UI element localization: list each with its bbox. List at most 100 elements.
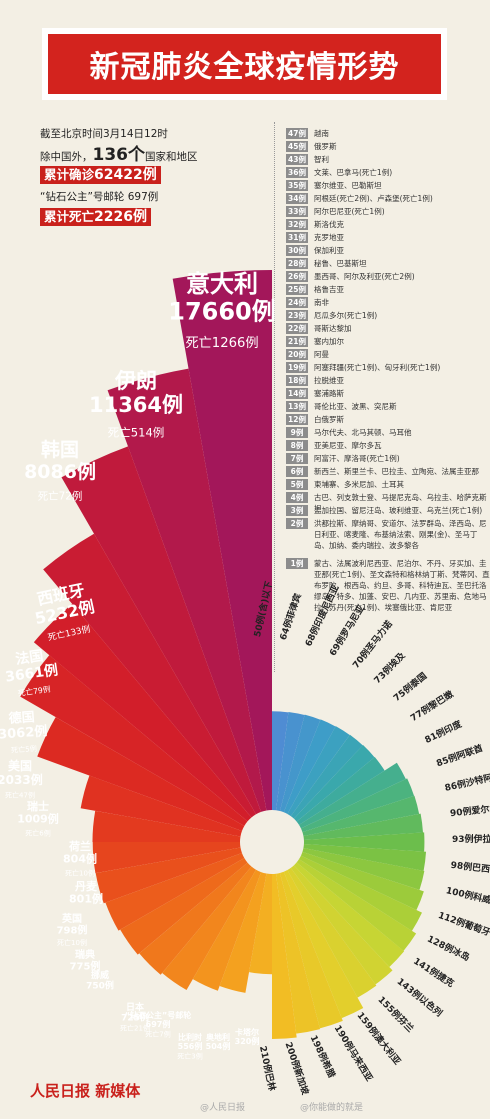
table-row-count: 36例 bbox=[286, 167, 308, 178]
bar-label-text: 死亡5例 bbox=[11, 744, 38, 755]
table-row-count: 31例 bbox=[286, 232, 308, 243]
bar-奥地利 bbox=[219, 872, 267, 993]
table-divider bbox=[274, 122, 285, 672]
bar-法国 bbox=[33, 603, 252, 822]
table-row-countries: 南非 bbox=[314, 298, 329, 307]
deaths-label: 累计死亡 bbox=[44, 209, 95, 224]
bar-label-text: 美国 bbox=[8, 758, 32, 773]
table-row: 12例 白俄罗斯 bbox=[286, 413, 490, 426]
confirmed-label: 累计确诊 bbox=[44, 167, 95, 182]
table-row-count: 6例 bbox=[286, 466, 308, 477]
bar-label-text: 697例 bbox=[146, 1019, 171, 1029]
table-row-count: 8例 bbox=[286, 440, 308, 451]
right-bar-label: 90例爱尔兰 bbox=[449, 802, 490, 819]
bar-right-0 bbox=[272, 873, 297, 1039]
bar-label-text: 韩国 bbox=[41, 438, 79, 461]
bar-right-5 bbox=[290, 865, 393, 985]
bar-label-text: 瑞典 bbox=[75, 948, 95, 961]
table-row-countries: 柬埔寨、多米尼加、土耳其 bbox=[314, 480, 404, 489]
bar-right-7 bbox=[296, 859, 417, 951]
bar-美国 bbox=[37, 717, 245, 832]
bar-right-8 bbox=[299, 855, 422, 931]
bar-label-text: 瑞士 bbox=[27, 799, 49, 813]
ship-label: “钻石公主”号邮轮 bbox=[40, 191, 125, 203]
table-row-count: 9例 bbox=[286, 427, 308, 438]
bar-label-text: 死亡3例 bbox=[177, 1051, 202, 1060]
table-row-countries: 格鲁吉亚 bbox=[314, 285, 344, 294]
right-bar-label: 198例希腊 bbox=[308, 1033, 338, 1080]
table-row: 5例 柬埔寨、多米尼加、土耳其 bbox=[286, 478, 490, 491]
publisher-logo: 人民日报 新媒体 bbox=[30, 1082, 141, 1100]
table-row-countries: 阿根廷(死亡2例)、卢森堡(死亡1例) bbox=[314, 194, 433, 203]
bar-德国 bbox=[20, 655, 248, 826]
bar-丹麦 bbox=[92, 842, 241, 874]
bar-意大利 bbox=[172, 270, 272, 811]
table-row-count: 20例 bbox=[286, 349, 308, 360]
summary-countries-post: 国家和地区 bbox=[145, 151, 198, 163]
title-banner: 新冠肺炎全球疫情形势 bbox=[42, 28, 447, 100]
bar-label-text: 2033例 bbox=[0, 772, 43, 787]
bar-label-text: 798例 bbox=[57, 924, 88, 937]
bar-label-text: “钻石公主”号邮轮 bbox=[125, 1010, 192, 1020]
bar-label-text: 17660例 bbox=[168, 298, 276, 326]
summary-date: 截至北京时间3月14日12时 bbox=[40, 128, 168, 140]
right-bar-label: 210例巴林 bbox=[257, 1045, 279, 1093]
table-row: 47例 越南 bbox=[286, 127, 490, 140]
table-row-count: 5例 bbox=[286, 479, 308, 490]
bar-瑞士 bbox=[80, 775, 242, 837]
table-row-countries: 孟加拉国、留尼汪岛、玻利维亚、乌克兰(死亡1例) bbox=[314, 506, 483, 515]
bar-label-text: 750例 bbox=[86, 979, 114, 991]
bar-label-text: 11364例 bbox=[89, 393, 183, 417]
table-row: 33例 阿尔巴尼亚(死亡1例) bbox=[286, 205, 490, 218]
bar-right-21 bbox=[283, 719, 336, 814]
table-row-count: 30例 bbox=[286, 245, 308, 256]
bar-label-text: 死亡72例 bbox=[38, 490, 83, 503]
bar-right-10 bbox=[302, 847, 425, 890]
table-row-count: 22例 bbox=[286, 323, 308, 334]
table-row-countries: 新西兰、斯里兰卡、巴拉圭、立陶宛、法属圭亚那 bbox=[314, 467, 479, 476]
table-row: 8例 亚美尼亚、摩尔多瓦 bbox=[286, 439, 490, 452]
table-row-countries: 斯洛伐克 bbox=[314, 220, 344, 229]
table-row-countries: 洪都拉斯、摩纳哥、安道尔、法罗群岛、泽西岛、尼日利亚、喀麦隆、布基纳法索、刚果(… bbox=[314, 519, 487, 550]
bar-label-text: 775例 bbox=[70, 960, 101, 973]
page-title: 新冠肺炎全球疫情形势 bbox=[89, 50, 400, 85]
bar-label-text: 死亡7例 bbox=[145, 1029, 170, 1038]
summary-block: 截至北京时间3月14日12时 除中国外，136个国家和地区 累计确诊62422例… bbox=[40, 124, 270, 229]
bar-right-11 bbox=[303, 844, 427, 871]
bar-label-text: 556例 bbox=[178, 1041, 203, 1051]
table-row-countries: 哥伦比亚、波黑、突尼斯 bbox=[314, 402, 397, 411]
bar-日本 bbox=[139, 862, 252, 975]
table-row-countries: 智利 bbox=[314, 155, 329, 164]
table-row: 22例 哥斯达黎加 bbox=[286, 322, 490, 335]
bar-label-text: 法国 bbox=[14, 647, 44, 668]
bar-right-24 bbox=[272, 711, 289, 811]
table-row: 23例 厄瓜多尔(死亡1例) bbox=[286, 309, 490, 322]
right-bar-label: 75例泰国 bbox=[391, 670, 429, 704]
watermark-1: @人民日报 bbox=[200, 1103, 246, 1113]
bar-英国 bbox=[95, 847, 242, 904]
bar-right-22 bbox=[279, 714, 321, 813]
table-row: 13例 哥伦比亚、波黑、突尼斯 bbox=[286, 400, 490, 413]
table-row: 3例 孟加拉国、留尼汪岛、玻利维亚、乌克兰(死亡1例) bbox=[286, 504, 490, 517]
bar-卡塔尔 bbox=[249, 873, 272, 975]
table-row: 18例 拉脱维亚 bbox=[286, 374, 490, 387]
table-row-count: 32例 bbox=[286, 219, 308, 230]
table-row: 21例 塞内加尔 bbox=[286, 335, 490, 348]
bar-label-text: 荷兰 bbox=[68, 839, 91, 853]
bar-right-3 bbox=[283, 870, 364, 1019]
table-row-countries: 塞内加尔 bbox=[314, 337, 344, 346]
bar-right-13 bbox=[303, 813, 423, 840]
table-row-countries: 墨西哥、阿尔及利亚(死亡2例) bbox=[314, 272, 415, 281]
chart-center bbox=[242, 812, 302, 872]
table-row-countries: 塞尔维亚、巴勒斯坦 bbox=[314, 181, 382, 190]
bar-right-12 bbox=[303, 832, 425, 852]
deaths-value: 2226例 bbox=[94, 209, 147, 225]
